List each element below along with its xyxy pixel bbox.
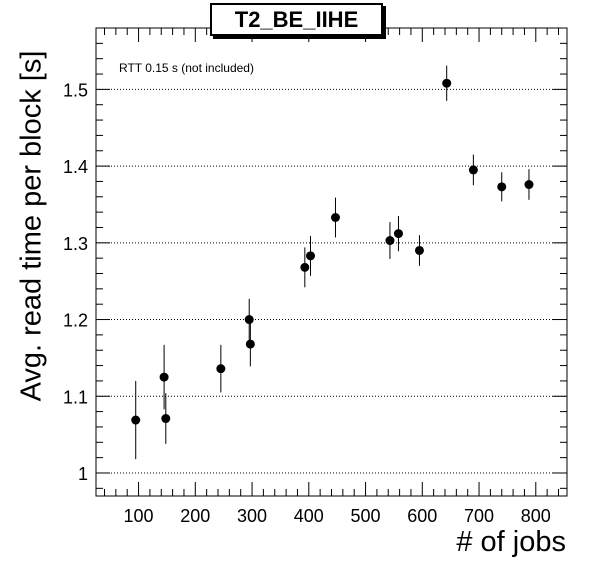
data-point: [393, 215, 403, 252]
x-tick-label: 500: [351, 506, 381, 526]
point-marker: [159, 372, 169, 382]
point-marker: [245, 339, 255, 349]
point-marker: [244, 315, 254, 325]
y-tick-label: 1.2: [63, 311, 88, 331]
y-tick-label: 1.1: [63, 387, 88, 407]
point-marker: [385, 236, 395, 246]
x-tick-label: 600: [407, 506, 437, 526]
x-axis-label: # of jobs: [456, 526, 566, 558]
y-tick-label: 1.4: [63, 157, 88, 177]
chart-title: T2_BE_IIHE: [210, 3, 383, 36]
y-axis-label: Avg. read time per block [s]: [15, 50, 48, 402]
data-point: [216, 344, 226, 393]
data-point: [497, 172, 507, 202]
point-marker: [161, 414, 171, 424]
point-marker: [300, 262, 310, 272]
data-point: [442, 65, 452, 101]
point-marker: [393, 229, 403, 239]
rtt-annotation: RTT 0.15 s (not included): [119, 61, 254, 75]
data-point: [385, 222, 395, 259]
data-point: [306, 235, 316, 276]
data-point: [161, 393, 171, 444]
point-marker: [524, 180, 534, 190]
point-marker: [131, 415, 141, 425]
x-tick-label: 400: [294, 506, 324, 526]
data-point: [244, 298, 254, 341]
y-tick-label: 1.3: [63, 234, 88, 254]
tick-labels: 1 1.1 1.2 1.3 1.4 1.5 100 200 300 400 500 600 700 800: [63, 80, 551, 526]
gridlines: [96, 88, 567, 474]
point-marker: [330, 213, 340, 223]
data-point: [524, 169, 534, 200]
point-marker: [468, 165, 478, 175]
x-tick-label: 300: [237, 506, 267, 526]
point-marker: [306, 251, 316, 261]
data-points: [131, 65, 534, 460]
point-marker: [442, 78, 452, 88]
y-tick-label: 1: [78, 464, 88, 484]
y-tick-label: 1.5: [63, 80, 88, 100]
axis-ticks: [96, 27, 567, 496]
point-marker: [414, 245, 424, 255]
x-tick-label: 800: [521, 506, 551, 526]
x-tick-label: 200: [180, 506, 210, 526]
x-tick-label: 100: [124, 506, 154, 526]
data-point: [159, 344, 169, 410]
plot-frame: [95, 27, 568, 497]
point-marker: [497, 182, 507, 192]
x-tick-label: 700: [464, 506, 494, 526]
data-point: [245, 321, 255, 367]
data-point: [468, 154, 478, 186]
data-point: [414, 235, 424, 266]
data-point: [131, 380, 141, 460]
data-point: [330, 197, 340, 238]
data-point: [300, 247, 310, 288]
point-marker: [216, 364, 226, 374]
